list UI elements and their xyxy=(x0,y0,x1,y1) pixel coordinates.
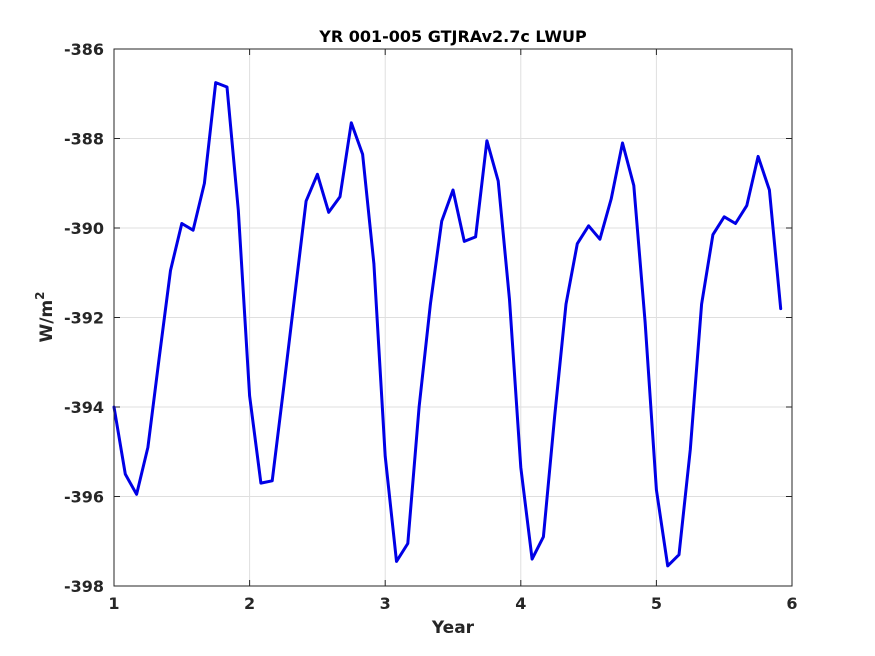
data-point xyxy=(361,153,364,156)
data-point xyxy=(180,222,183,225)
data-point xyxy=(135,493,138,496)
data-point xyxy=(485,139,489,142)
data-point xyxy=(417,405,421,409)
data-point xyxy=(542,535,545,538)
data-point xyxy=(666,564,669,568)
data-point xyxy=(440,220,443,223)
y-axis-title-base: W/m xyxy=(37,300,57,343)
data-point xyxy=(384,455,387,458)
data-point xyxy=(191,229,195,232)
data-point xyxy=(576,242,579,245)
data-point xyxy=(146,446,150,449)
data-point xyxy=(711,233,715,236)
data-point xyxy=(372,262,376,265)
x-tick-labels: 1 2 3 4 5 6 xyxy=(108,594,797,613)
data-point xyxy=(338,195,342,198)
x-tick-label: 6 xyxy=(786,594,797,613)
data-point xyxy=(463,240,466,243)
x-tick-label: 5 xyxy=(651,594,662,613)
x-tick-label: 2 xyxy=(244,594,255,613)
series-layer xyxy=(112,81,783,568)
data-point xyxy=(598,238,602,241)
data-point xyxy=(395,560,398,563)
series-line xyxy=(112,81,783,568)
data-point xyxy=(756,155,760,158)
data-point xyxy=(621,141,624,145)
data-point xyxy=(564,302,568,306)
data-point xyxy=(689,448,692,451)
y-tick-label: -388 xyxy=(64,130,104,149)
data-point xyxy=(530,557,534,561)
data-point xyxy=(451,188,455,192)
data-point xyxy=(293,293,296,297)
data-point xyxy=(248,394,251,397)
y-tick-label: -392 xyxy=(64,309,104,328)
data-point xyxy=(327,211,330,214)
data-point xyxy=(700,302,703,306)
data-point xyxy=(519,466,522,469)
data-point xyxy=(158,356,161,359)
y-tick-label: -386 xyxy=(64,40,104,59)
data-point xyxy=(316,173,319,176)
data-point xyxy=(734,222,737,225)
data-point xyxy=(677,553,681,556)
data-point xyxy=(429,302,432,306)
data-point xyxy=(225,85,229,89)
data-point xyxy=(497,179,500,183)
data-point xyxy=(304,199,308,203)
y-axis-title-superscript: 2 xyxy=(33,291,47,299)
data-point xyxy=(350,121,353,125)
data-point xyxy=(203,182,206,185)
data-point xyxy=(271,479,274,482)
x-tick-label: 1 xyxy=(108,594,119,613)
data-point xyxy=(768,188,771,192)
data-point xyxy=(508,298,511,301)
data-point xyxy=(745,204,748,207)
data-point xyxy=(259,481,263,485)
data-point xyxy=(406,542,409,545)
plot-frame xyxy=(113,48,793,587)
y-tick-labels: -398 -396 -394 -392 -390 -388 -386 xyxy=(64,40,104,596)
chart-title: YR 001-005 GTJRAv2.7c LWUP xyxy=(318,27,587,46)
data-point xyxy=(124,472,127,476)
data-point xyxy=(282,387,285,391)
data-point xyxy=(779,307,782,310)
data-point xyxy=(632,184,635,187)
data-point xyxy=(169,269,172,272)
data-point xyxy=(474,235,477,239)
data-point xyxy=(587,224,590,227)
x-axis-title: Year xyxy=(431,618,475,638)
data-point xyxy=(643,320,647,324)
data-point xyxy=(655,488,658,491)
data-point xyxy=(610,197,613,201)
y-tick-label: -398 xyxy=(64,577,104,596)
y-tick-label: -390 xyxy=(64,219,104,238)
x-tick-label: 4 xyxy=(515,594,526,613)
data-point xyxy=(723,215,726,218)
data-point xyxy=(237,208,240,212)
y-tick-label: -394 xyxy=(64,398,104,417)
x-tick-label: 3 xyxy=(380,594,391,613)
data-point xyxy=(553,414,556,418)
y-tick-label: -396 xyxy=(64,488,104,507)
data-point xyxy=(214,81,217,84)
y-axis-title: W/m2 xyxy=(33,291,57,342)
